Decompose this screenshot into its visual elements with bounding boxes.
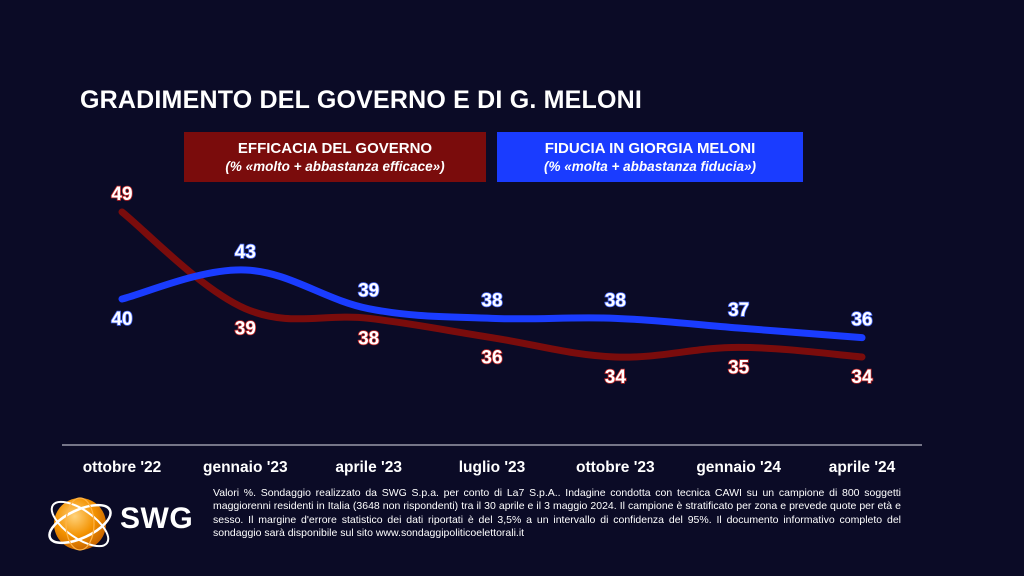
footnote: Valori %. Sondaggio realizzato da SWG S.… <box>213 487 901 540</box>
x-tick-label: luglio '23 <box>459 459 526 476</box>
x-tick-label: gennaio '23 <box>203 459 288 476</box>
data-label-efficacia: 35 <box>728 357 750 378</box>
data-label-fiducia: 37 <box>728 300 749 321</box>
data-label-efficacia: 38 <box>358 328 379 349</box>
legend-fiducia: FIDUCIA IN GIORGIA MELONI (% «molta + ab… <box>497 132 803 182</box>
swg-globe-icon <box>48 497 112 551</box>
data-label-efficacia: 34 <box>605 367 627 388</box>
legend-fiducia-sub: (% «molta + abbastanza fiducia») <box>544 158 756 174</box>
data-label-efficacia: 39 <box>235 319 256 340</box>
data-label-efficacia: 49 <box>111 184 132 205</box>
swg-logo-text: SWG <box>120 502 194 535</box>
series-line-fiducia <box>118 266 866 342</box>
series-line-efficacia <box>118 208 866 361</box>
x-tick-label: aprile '24 <box>829 459 896 476</box>
data-label-fiducia: 39 <box>358 281 379 302</box>
data-label-fiducia: 43 <box>235 242 256 263</box>
x-tick-label: ottobre '23 <box>576 459 655 476</box>
data-label-fiducia: 38 <box>481 290 502 311</box>
data-label-fiducia: 40 <box>111 309 132 330</box>
legend-efficacia: EFFICACIA DEL GOVERNO (% «molto + abbast… <box>184 132 486 182</box>
data-label-fiducia: 36 <box>851 310 872 331</box>
x-tick-label: gennaio '24 <box>696 459 781 476</box>
legend-fiducia-label: FIDUCIA IN GIORGIA MELONI <box>544 139 756 157</box>
legend-efficacia-label: EFFICACIA DEL GOVERNO <box>237 139 433 157</box>
x-tick-label: aprile '23 <box>335 459 402 476</box>
data-label-fiducia: 38 <box>605 290 626 311</box>
x-tick-label: ottobre '22 <box>83 459 162 476</box>
data-label-efficacia: 36 <box>481 348 502 369</box>
legend-efficacia-sub: (% «molto + abbastanza efficace») <box>225 158 445 174</box>
chart-title: GRADIMENTO DEL GOVERNO E DI G. MELONI <box>80 86 643 114</box>
data-label-efficacia: 34 <box>851 367 873 388</box>
